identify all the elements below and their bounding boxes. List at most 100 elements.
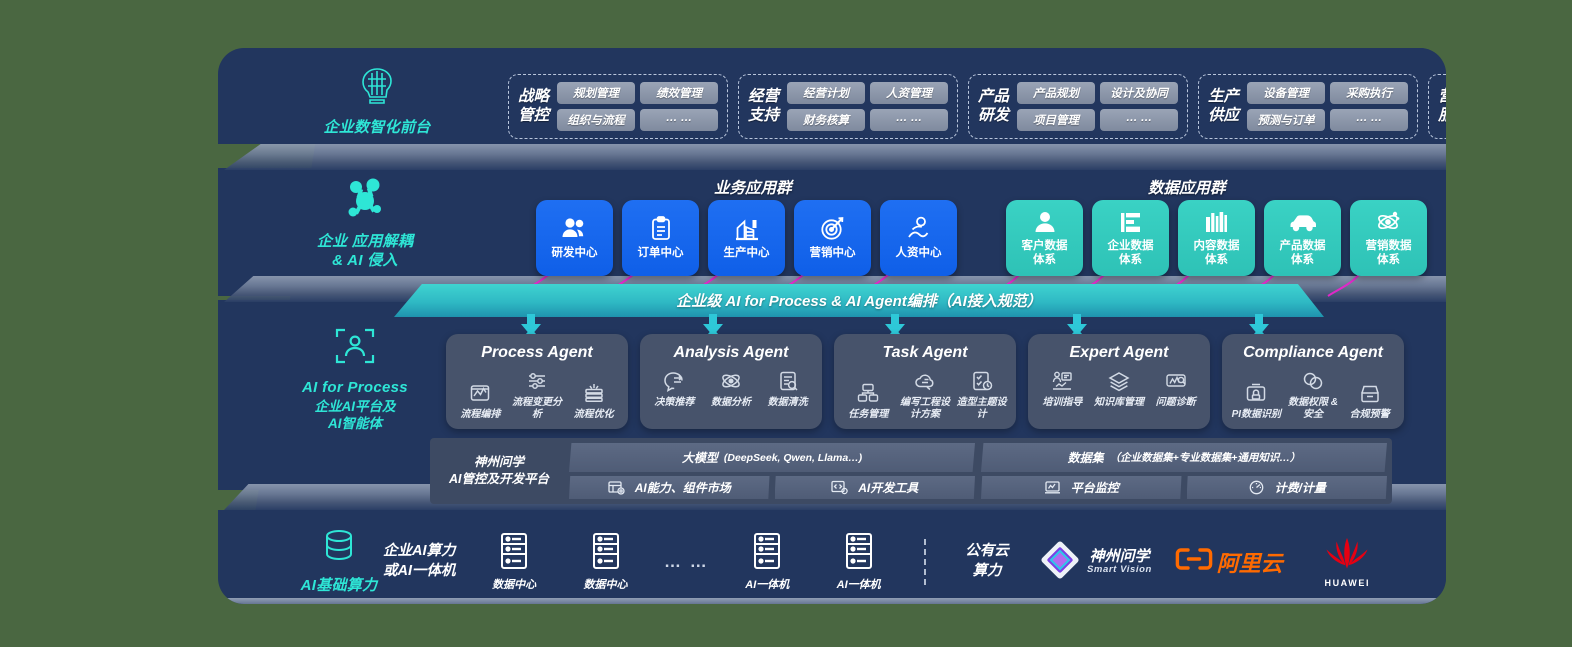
- data-card-product[interactable]: 产品数据 体系: [1264, 200, 1341, 276]
- domain-chip[interactable]: … …: [640, 109, 719, 131]
- agent-feature-label: 培训指导: [1042, 397, 1083, 408]
- pi-lock-icon: [1245, 381, 1267, 405]
- data-card-content[interactable]: 内容数据 体系: [1178, 200, 1255, 276]
- platform-name-l2: AI管控及开发平台: [448, 472, 549, 486]
- data-card-label: 企业数据 体系: [1107, 239, 1154, 266]
- platform-dev-tool[interactable]: AI开发工具: [774, 476, 975, 499]
- data-card-label: 营销数据 体系: [1365, 239, 1412, 266]
- agent-feature[interactable]: 数据权限 & 安全: [1285, 369, 1341, 420]
- app-card-rd-center[interactable]: 研发中心: [536, 200, 613, 276]
- domain-chip[interactable]: 人资管理: [870, 82, 949, 104]
- domain-group-marketing-service[interactable]: 营销服务 市场营销 客户关系 整车物流 … …: [1428, 74, 1446, 139]
- infra-label-l1: 企业AI算力: [382, 543, 456, 560]
- infra-node-datacenter-1[interactable]: 数据中心: [468, 532, 559, 592]
- agent-feature[interactable]: 流程变更分析: [509, 369, 565, 420]
- agent-feature[interactable]: 知识库管理: [1091, 369, 1147, 409]
- domain-name-operations: 经营 支持: [748, 88, 780, 124]
- domain-chip[interactable]: 预测与订单: [1247, 109, 1326, 131]
- app-card-order-center[interactable]: 订单中心: [622, 200, 699, 276]
- huawei-flower-icon: [1320, 536, 1374, 577]
- orchestration-bar-label: 企业级 AI for Process & AI Agent编排（AI接入规范）: [676, 293, 1042, 310]
- agent-feature[interactable]: 决策推荐: [646, 369, 702, 409]
- platform-billing-label: 计费/计量: [1274, 481, 1326, 495]
- domain-group-manufacturing[interactable]: 生产 供应 设备管理 采购执行 预测与订单 … …: [1198, 74, 1419, 139]
- platform-llm-row[interactable]: 大模型 (DeepSeek, Qwen, Llama…): [569, 443, 975, 472]
- domain-chip[interactable]: 规划管理: [557, 82, 636, 104]
- domain-chip[interactable]: … …: [1100, 109, 1179, 131]
- agent-card-analysis[interactable]: Analysis Agent 决策推荐: [640, 334, 822, 429]
- agent-card-compliance[interactable]: Compliance Agent PI数据识别: [1222, 334, 1404, 429]
- app-card-marketing-center[interactable]: 营销中心: [794, 200, 871, 276]
- infra-node-datacenter-2[interactable]: 数据中心: [560, 532, 651, 592]
- agent-feature-label: 造型主题设计: [956, 397, 1007, 420]
- domain-group-product-rd[interactable]: 产品 研发 产品规划 设计及协同 项目管理 … …: [968, 74, 1189, 139]
- agent-feature[interactable]: 任务管理: [840, 381, 896, 421]
- domain-chip[interactable]: 组织与流程: [557, 109, 636, 131]
- agent-card-expert[interactable]: Expert Agent 培训指导: [1028, 334, 1210, 429]
- rail-label-ai-process-l1: 企业AI平台及: [314, 398, 396, 414]
- huawei-label: HUAWEI: [1324, 578, 1371, 588]
- domain-chip[interactable]: 设备管理: [1247, 82, 1326, 104]
- agent-feature[interactable]: 流程优化: [566, 381, 622, 421]
- task-network-icon: [857, 381, 879, 405]
- domain-chip[interactable]: 经营计划: [787, 82, 866, 104]
- platform-billing[interactable]: 计费/计量: [1186, 476, 1387, 499]
- data-card-marketing[interactable]: 营销数据 体系: [1350, 200, 1427, 276]
- agent-feature[interactable]: 数据分析: [703, 369, 759, 409]
- agent-card-task[interactable]: Task Agent 任务管理: [834, 334, 1016, 429]
- domain-group-strategy[interactable]: 战略 管控 规划管理 绩效管理 组织与流程 … …: [508, 74, 729, 139]
- platform-ai-market[interactable]: AI能力、组件市场: [569, 476, 770, 499]
- agent-feature[interactable]: 编写工程设计方案: [897, 369, 953, 420]
- user-avatar-icon: [1033, 209, 1057, 235]
- infrastructure-item-list: 企业AI算力 或AI一体机 数据中心: [370, 522, 1400, 602]
- orchestration-bar[interactable]: 企业级 AI for Process & AI Agent编排（AI接入规范）: [394, 284, 1324, 317]
- platform-dataset-row[interactable]: 数据集 （企业数据集+专业数据集+通用知识…）: [981, 443, 1387, 472]
- platform-dataset-main: 数据集: [1067, 451, 1104, 465]
- app-card-hr-center[interactable]: 人资中心: [880, 200, 957, 276]
- domain-chip[interactable]: 项目管理: [1017, 109, 1096, 131]
- infra-label-l2: 算力: [972, 563, 1002, 579]
- app-card-label: 研发中心: [551, 246, 598, 259]
- domain-chip[interactable]: 采购执行: [1330, 82, 1409, 104]
- person-chart-icon: [906, 216, 932, 242]
- agent-feature[interactable]: 数据清洗: [760, 369, 816, 409]
- data-card-label: 产品数据 体系: [1279, 239, 1326, 266]
- infra-logo-alibaba-cloud[interactable]: 阿里云: [1163, 546, 1295, 578]
- agent-feature[interactable]: 培训指导: [1034, 369, 1090, 409]
- platform-monitoring[interactable]: 平台监控: [981, 476, 1182, 499]
- agent-feature[interactable]: 合规预警: [1342, 381, 1398, 421]
- agent-feature[interactable]: 问题诊断: [1148, 369, 1204, 409]
- agent-feature[interactable]: PI数据识别: [1228, 381, 1284, 421]
- domain-chip[interactable]: 财务核算: [787, 109, 866, 131]
- platform-ai-market-label: AI能力、组件市场: [634, 481, 731, 495]
- infra-logo-smart-vision[interactable]: 神州问学 Smart Vision: [1029, 540, 1163, 585]
- domain-chip[interactable]: 绩效管理: [640, 82, 719, 104]
- domain-chip[interactable]: … …: [870, 109, 949, 131]
- domain-chip[interactable]: 产品规划: [1017, 82, 1096, 104]
- infra-node-label: 数据中心: [583, 578, 628, 591]
- agent-feature[interactable]: 流程编排: [452, 381, 508, 421]
- diagnosis-icon: [1165, 369, 1187, 393]
- server-rack-icon: [589, 532, 623, 575]
- agent-feature-label: 问题诊断: [1155, 397, 1196, 408]
- infra-label-l1: 公有云: [965, 543, 1009, 560]
- infra-node-label: AI一体机: [836, 578, 881, 591]
- domain-chip[interactable]: … …: [1330, 109, 1409, 131]
- domain-chip[interactable]: 设计及协同: [1100, 82, 1179, 104]
- layers-icon: [1108, 369, 1130, 393]
- infra-node-ai-appliance-1[interactable]: AI一体机: [722, 532, 813, 592]
- data-card-customer[interactable]: 客户数据 体系: [1006, 200, 1083, 276]
- infra-logo-huawei[interactable]: HUAWEI: [1295, 536, 1400, 588]
- data-card-enterprise[interactable]: 企业数据 体系: [1092, 200, 1169, 276]
- rail-infrastructure: AI基础算力: [264, 526, 414, 596]
- design-check-icon: [971, 369, 993, 393]
- domain-group-operations[interactable]: 经营 支持 经营计划 人资管理 财务核算 … …: [738, 74, 959, 139]
- rail-front-office: 企业数智化前台: [302, 62, 452, 138]
- agent-card-process[interactable]: Process Agent 流程编排: [446, 334, 628, 429]
- app-card-production-center[interactable]: 生产中心: [708, 200, 785, 276]
- infra-node-ai-appliance-2[interactable]: AI一体机: [813, 532, 904, 592]
- smart-vision-en: Smart Vision: [1087, 563, 1152, 575]
- domain-name-manufacturing: 生产 供应: [1208, 88, 1240, 124]
- agent-feature[interactable]: 造型主题设计: [954, 369, 1010, 420]
